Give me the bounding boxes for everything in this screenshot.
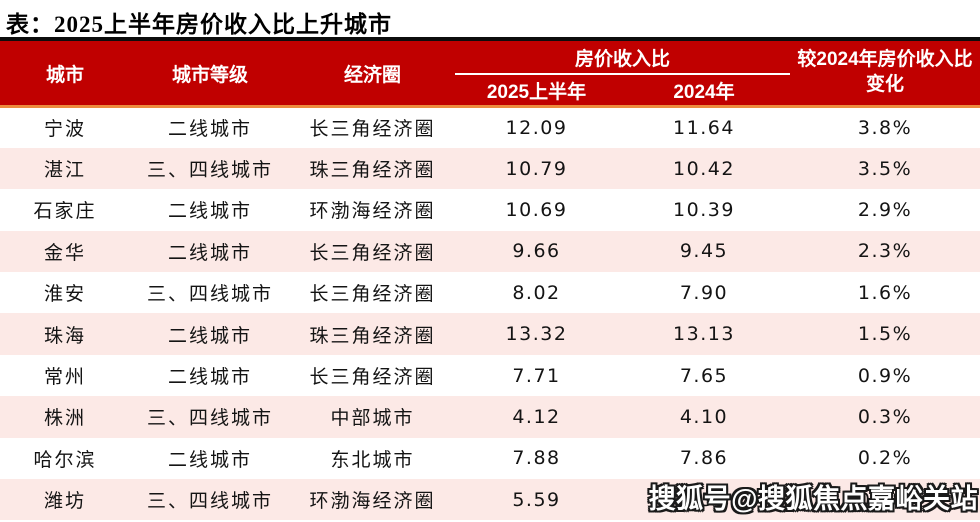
- cell-ratio-2024: 10.39: [673, 198, 735, 221]
- table-body: 宁波 二线城市 长三角经济圈 12.09 11.64 3.8% 湛江 三、四线城…: [0, 106, 980, 521]
- cell-city: 淮安: [43, 284, 86, 306]
- table-row: 石家庄 二线城市 环渤海经济圈 10.69 10.39 2.9%: [0, 189, 980, 231]
- cell-city: 潍坊: [43, 491, 86, 513]
- cell-change: 0.2%: [857, 488, 913, 511]
- cell-region: 长三角经济圈: [309, 284, 436, 306]
- cell-change: 3.5%: [857, 157, 913, 180]
- cell-ratio-2024: 4.10: [679, 405, 729, 428]
- cell-city: 宁波: [43, 119, 86, 141]
- cell-ratio-2024: 7.65: [679, 364, 729, 387]
- cell-city: 石家庄: [33, 201, 97, 223]
- cell-change: 0.9%: [857, 364, 913, 387]
- cell-ratio-2024: 7.86: [679, 447, 729, 470]
- cell-ratio-2025h1: 10.79: [505, 157, 568, 180]
- cell-tier: 二线城市: [167, 242, 252, 264]
- table-row: 株洲 三、四线城市 中部城市 4.12 4.10 0.3%: [0, 396, 980, 438]
- cell-city: 珠海: [43, 325, 86, 347]
- cell-tier: 三、四线城市: [146, 160, 273, 182]
- cell-ratio-2025h1: 4.12: [512, 405, 561, 428]
- cell-ratio-2025h1: 5.59: [512, 488, 561, 511]
- col-header-change: 较2024年房价收入比变化: [790, 37, 980, 108]
- cell-change: 1.6%: [857, 281, 913, 304]
- cell-city: 金华: [43, 242, 86, 264]
- cell-ratio-2025h1: 9.66: [512, 240, 561, 263]
- col-header-city: 城市: [0, 37, 130, 108]
- cell-ratio-2024: 9.45: [679, 240, 729, 263]
- cell-change: 0.3%: [857, 405, 913, 428]
- col-header-ratio-group: 房价收入比: [455, 37, 791, 75]
- cell-ratio-2024: 13.13: [673, 323, 735, 346]
- cell-tier: 二线城市: [167, 119, 252, 141]
- cell-ratio-2024: 5.58: [679, 488, 729, 511]
- cell-ratio-2025h1: 13.32: [505, 323, 568, 346]
- col-header-2025h1: 2025上半年: [455, 74, 618, 108]
- table-row: 哈尔滨 二线城市 东北城市 7.88 7.86 0.2%: [0, 437, 980, 480]
- cell-tier: 二线城市: [167, 367, 252, 389]
- cell-ratio-2025h1: 10.69: [505, 198, 568, 221]
- cell-change: 1.5%: [857, 323, 913, 346]
- table-row: 潍坊 三、四线城市 环渤海经济圈 5.59 5.58 0.2%: [0, 479, 980, 521]
- watermark: 搜狐号@搜狐焦点嘉峪关站: [648, 484, 978, 514]
- cell-ratio-2025h1: 7.88: [512, 447, 561, 470]
- housing-price-income-table: 城市 城市等级 经济圈 房价收入比 较2024年房价收入比变化 2025上半年 …: [0, 37, 980, 521]
- cell-tier: 三、四线城市: [146, 408, 273, 430]
- cell-tier: 二线城市: [167, 325, 252, 347]
- col-header-region: 经济圈: [290, 37, 455, 108]
- cell-region: 珠三角经济圈: [309, 325, 436, 347]
- cell-region: 珠三角经济圈: [309, 160, 436, 182]
- cell-change: 0.2%: [857, 447, 913, 470]
- cell-city: 常州: [43, 367, 86, 389]
- cell-region: 长三角经济圈: [309, 242, 436, 264]
- table-row: 淮安 三、四线城市 长三角经济圈 8.02 7.90 1.6%: [0, 272, 980, 314]
- cell-city: 湛江: [43, 160, 86, 182]
- table-row: 常州 二线城市 长三角经济圈 7.71 7.65 0.9%: [0, 354, 980, 397]
- cell-region: 长三角经济圈: [309, 367, 436, 389]
- cell-region: 长三角经济圈: [309, 119, 436, 141]
- cell-change: 2.9%: [857, 198, 913, 221]
- cell-region: 东北城市: [330, 449, 415, 471]
- cell-city: 株洲: [43, 408, 86, 430]
- cell-ratio-2024: 11.64: [673, 116, 735, 139]
- cell-change: 3.8%: [857, 116, 913, 139]
- cell-tier: 三、四线城市: [146, 491, 273, 513]
- cell-region: 环渤海经济圈: [309, 201, 436, 223]
- cell-ratio-2025h1: 12.09: [505, 116, 568, 139]
- cell-tier: 二线城市: [167, 449, 252, 471]
- cell-tier: 二线城市: [167, 201, 252, 223]
- cell-change: 2.3%: [857, 240, 913, 263]
- table-row: 宁波 二线城市 长三角经济圈 12.09 11.64 3.8%: [0, 106, 980, 148]
- col-header-2024: 2024年: [618, 74, 791, 108]
- cell-region: 环渤海经济圈: [309, 491, 436, 513]
- table-row: 湛江 三、四线城市 珠三角经济圈 10.79 10.42 3.5%: [0, 147, 980, 190]
- cell-ratio-2025h1: 7.71: [512, 364, 561, 387]
- table-header: 城市 城市等级 经济圈 房价收入比 较2024年房价收入比变化 2025上半年 …: [0, 37, 980, 108]
- cell-ratio-2025h1: 8.02: [512, 281, 561, 304]
- table-row: 珠海 二线城市 珠三角经济圈 13.32 13.13 1.5%: [0, 313, 980, 355]
- cell-city: 哈尔滨: [33, 449, 97, 471]
- cell-region: 中部城市: [330, 408, 415, 430]
- cell-tier: 三、四线城市: [146, 284, 273, 306]
- col-header-tier: 城市等级: [130, 37, 290, 108]
- table-title: 表：2025上半年房价收入比上升城市: [6, 12, 392, 37]
- table-row: 金华 二线城市 长三角经济圈 9.66 9.45 2.3%: [0, 230, 980, 273]
- cell-ratio-2024: 7.90: [679, 281, 729, 304]
- cell-ratio-2024: 10.42: [673, 157, 735, 180]
